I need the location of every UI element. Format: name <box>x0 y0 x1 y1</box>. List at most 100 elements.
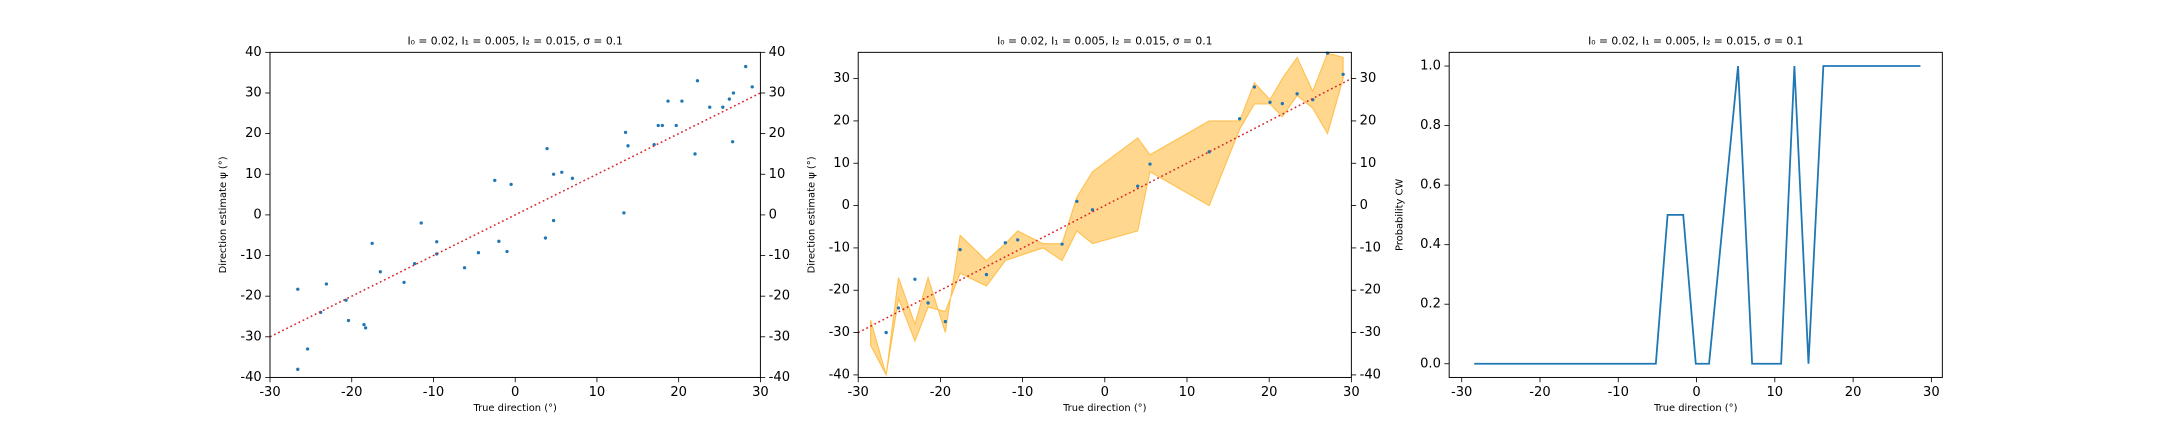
point <box>1341 72 1345 77</box>
point <box>727 97 732 101</box>
x-tick-label: 30 <box>1923 385 1940 400</box>
y-tick-label: -30 <box>829 325 850 340</box>
y-tick-label: -10 <box>829 240 850 255</box>
point <box>958 247 962 252</box>
y2-tick-label: 20 <box>769 126 786 141</box>
line <box>1474 65 1921 365</box>
point <box>324 282 329 286</box>
y2-tick-label: -20 <box>769 289 790 304</box>
point <box>543 236 548 240</box>
point <box>626 144 630 148</box>
x-tick-label: 0 <box>1692 385 1700 400</box>
point <box>505 249 509 254</box>
y-axis-label: Direction estimate ψ (°) <box>806 156 817 273</box>
point <box>913 277 917 281</box>
point <box>462 266 467 270</box>
line <box>858 77 1352 334</box>
y-tick-label: -20 <box>240 289 261 304</box>
band <box>869 52 1344 377</box>
point <box>545 147 549 151</box>
point <box>370 241 374 245</box>
point <box>435 240 439 244</box>
x-tick-label: -10 <box>423 385 444 400</box>
x-tick-label: -10 <box>1608 385 1629 400</box>
point <box>731 91 736 95</box>
point <box>1252 85 1257 89</box>
y2-tick-label: -10 <box>1360 240 1381 255</box>
point <box>1090 208 1095 212</box>
axes-frame <box>269 51 761 378</box>
point <box>570 176 575 180</box>
y2-tick-label: 40 <box>769 45 786 60</box>
x-tick-label: 10 <box>589 385 606 400</box>
x-tick-label: -30 <box>1451 385 1472 400</box>
y-tick-label: 0.0 <box>1420 356 1441 371</box>
y-tick-label: 0.2 <box>1420 297 1441 312</box>
x-axis-label: True direction (°) <box>472 403 557 414</box>
x-axis-label: True direction (°) <box>1653 403 1738 414</box>
point <box>296 367 300 371</box>
point <box>730 140 735 144</box>
y2-tick-label: -20 <box>1360 283 1381 298</box>
point <box>378 270 382 274</box>
y2-tick-label: 10 <box>1360 156 1377 171</box>
x-tick-label: -30 <box>259 385 280 400</box>
point <box>1237 117 1242 121</box>
x-tick-label: -10 <box>1012 385 1033 400</box>
point <box>346 318 351 323</box>
point <box>1075 199 1079 204</box>
y-tick-label: -10 <box>240 248 261 263</box>
point <box>943 319 947 324</box>
point <box>1295 92 1299 96</box>
chart-title: I₀ = 0.02, I₁ = 0.005, I₂ = 0.015, σ = 0… <box>1588 34 1803 47</box>
x-tick-label: 20 <box>1261 385 1278 400</box>
y-tick-label: 0 <box>842 198 850 213</box>
point <box>680 99 684 103</box>
point <box>666 99 670 103</box>
point <box>1268 100 1272 104</box>
point <box>1136 184 1140 188</box>
y-tick-label: 30 <box>245 85 262 100</box>
y-tick-label: -20 <box>829 283 850 298</box>
point <box>551 218 556 223</box>
x-tick-label: 20 <box>670 385 687 400</box>
y-tick-label: -30 <box>240 329 261 344</box>
point <box>362 322 366 327</box>
point <box>1148 162 1152 166</box>
y-axis-label: Probability CW <box>1395 179 1406 251</box>
y2-tick-label: 20 <box>1360 113 1377 128</box>
point <box>1003 241 1007 245</box>
point <box>693 152 697 156</box>
y-tick-label: 1.0 <box>1420 59 1441 74</box>
point <box>363 326 368 330</box>
point <box>744 64 748 69</box>
y2-tick-label: 0 <box>769 207 777 222</box>
point <box>560 170 564 174</box>
x-tick-label: -20 <box>1529 385 1550 400</box>
point <box>695 79 700 83</box>
point <box>497 239 501 243</box>
x-tick-label: -30 <box>848 385 869 400</box>
x-tick-label: 10 <box>1767 385 1784 400</box>
y2-tick-label: -30 <box>1360 325 1381 340</box>
x-tick-label: -20 <box>341 385 362 400</box>
y-tick-label: 30 <box>833 71 850 86</box>
y2-tick-label: -40 <box>769 370 790 385</box>
point <box>884 330 888 335</box>
point <box>984 272 989 277</box>
point <box>551 172 556 176</box>
y2-tick-label: 30 <box>769 85 786 100</box>
point <box>721 105 725 109</box>
chart-title: I₀ = 0.02, I₁ = 0.005, I₂ = 0.015, σ = 0… <box>408 34 623 47</box>
y2-tick-label: 0 <box>1360 198 1368 213</box>
y-tick-label: -40 <box>829 367 850 382</box>
y-axis-label: Direction estimate ψ (°) <box>218 156 229 273</box>
point <box>305 347 310 351</box>
y-tick-label: 10 <box>833 156 850 171</box>
point <box>1280 101 1284 106</box>
x-tick-label: -20 <box>930 385 951 400</box>
x-tick-label: 0 <box>1101 385 1109 400</box>
y-tick-label: 10 <box>245 167 262 182</box>
point <box>413 262 417 266</box>
y-tick-label: 0.6 <box>1420 178 1441 193</box>
